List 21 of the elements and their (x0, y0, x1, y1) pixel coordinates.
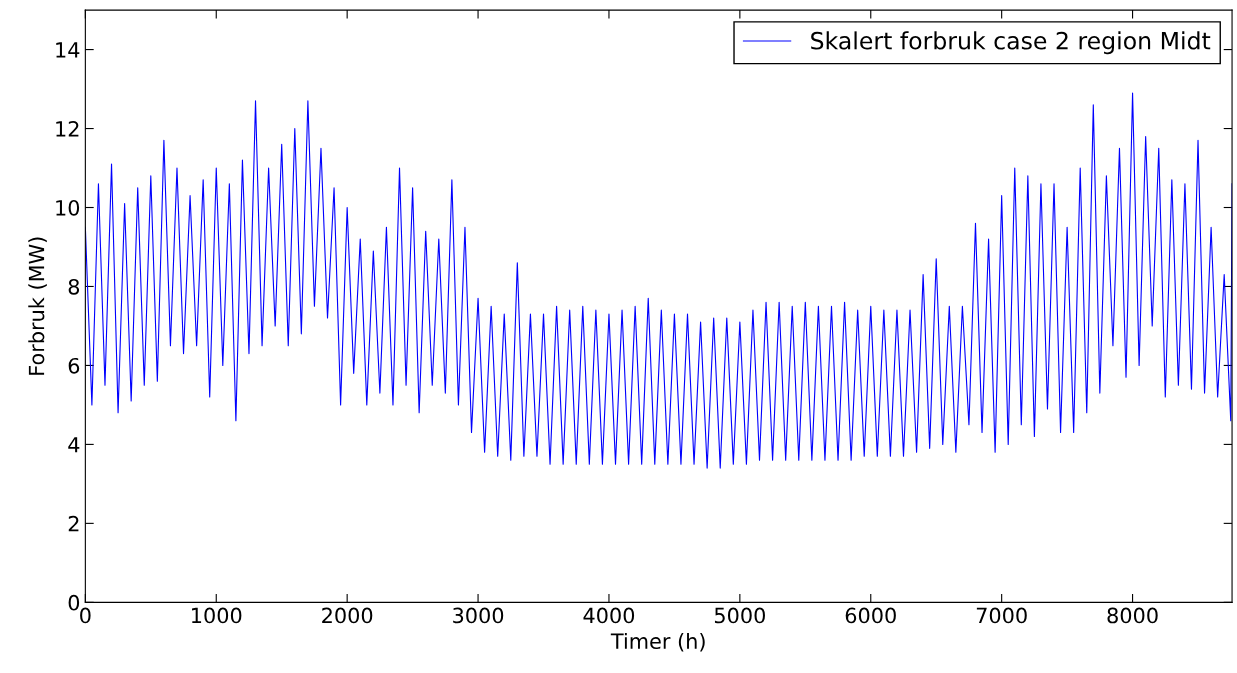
y-tick-label: 2 (68, 515, 79, 532)
line-series (85, 92, 1233, 469)
x-tick-label: 5000 (714, 607, 765, 624)
y-tick-label: 4 (68, 437, 80, 453)
x-tick-label: 2000 (322, 607, 373, 624)
x-tick-label: 8000 (1107, 607, 1158, 624)
x-tick-label: 0 (80, 607, 91, 624)
x-tick-label: 1000 (192, 607, 242, 624)
y-tick-label: 10 (56, 199, 80, 216)
y-tick-label: 12 (56, 121, 79, 137)
y-tick-label: 8 (68, 278, 80, 295)
y-tick-label: 14 (56, 42, 80, 58)
y-tick-label: 6 (68, 357, 80, 374)
x-tick-label: 6000 (845, 607, 896, 624)
x-tick-label: 3000 (453, 607, 504, 624)
y-tick-label: 0 (68, 594, 80, 611)
legend-label: Skalert forbruk case 2 region Midt (811, 31, 1211, 55)
x-tick-label: 4000 (583, 607, 635, 624)
x-tick-label: 7000 (976, 607, 1027, 624)
x-axis-title: Timer (h) (610, 632, 705, 652)
y-axis-title: Forbruk (MW) (28, 237, 47, 375)
